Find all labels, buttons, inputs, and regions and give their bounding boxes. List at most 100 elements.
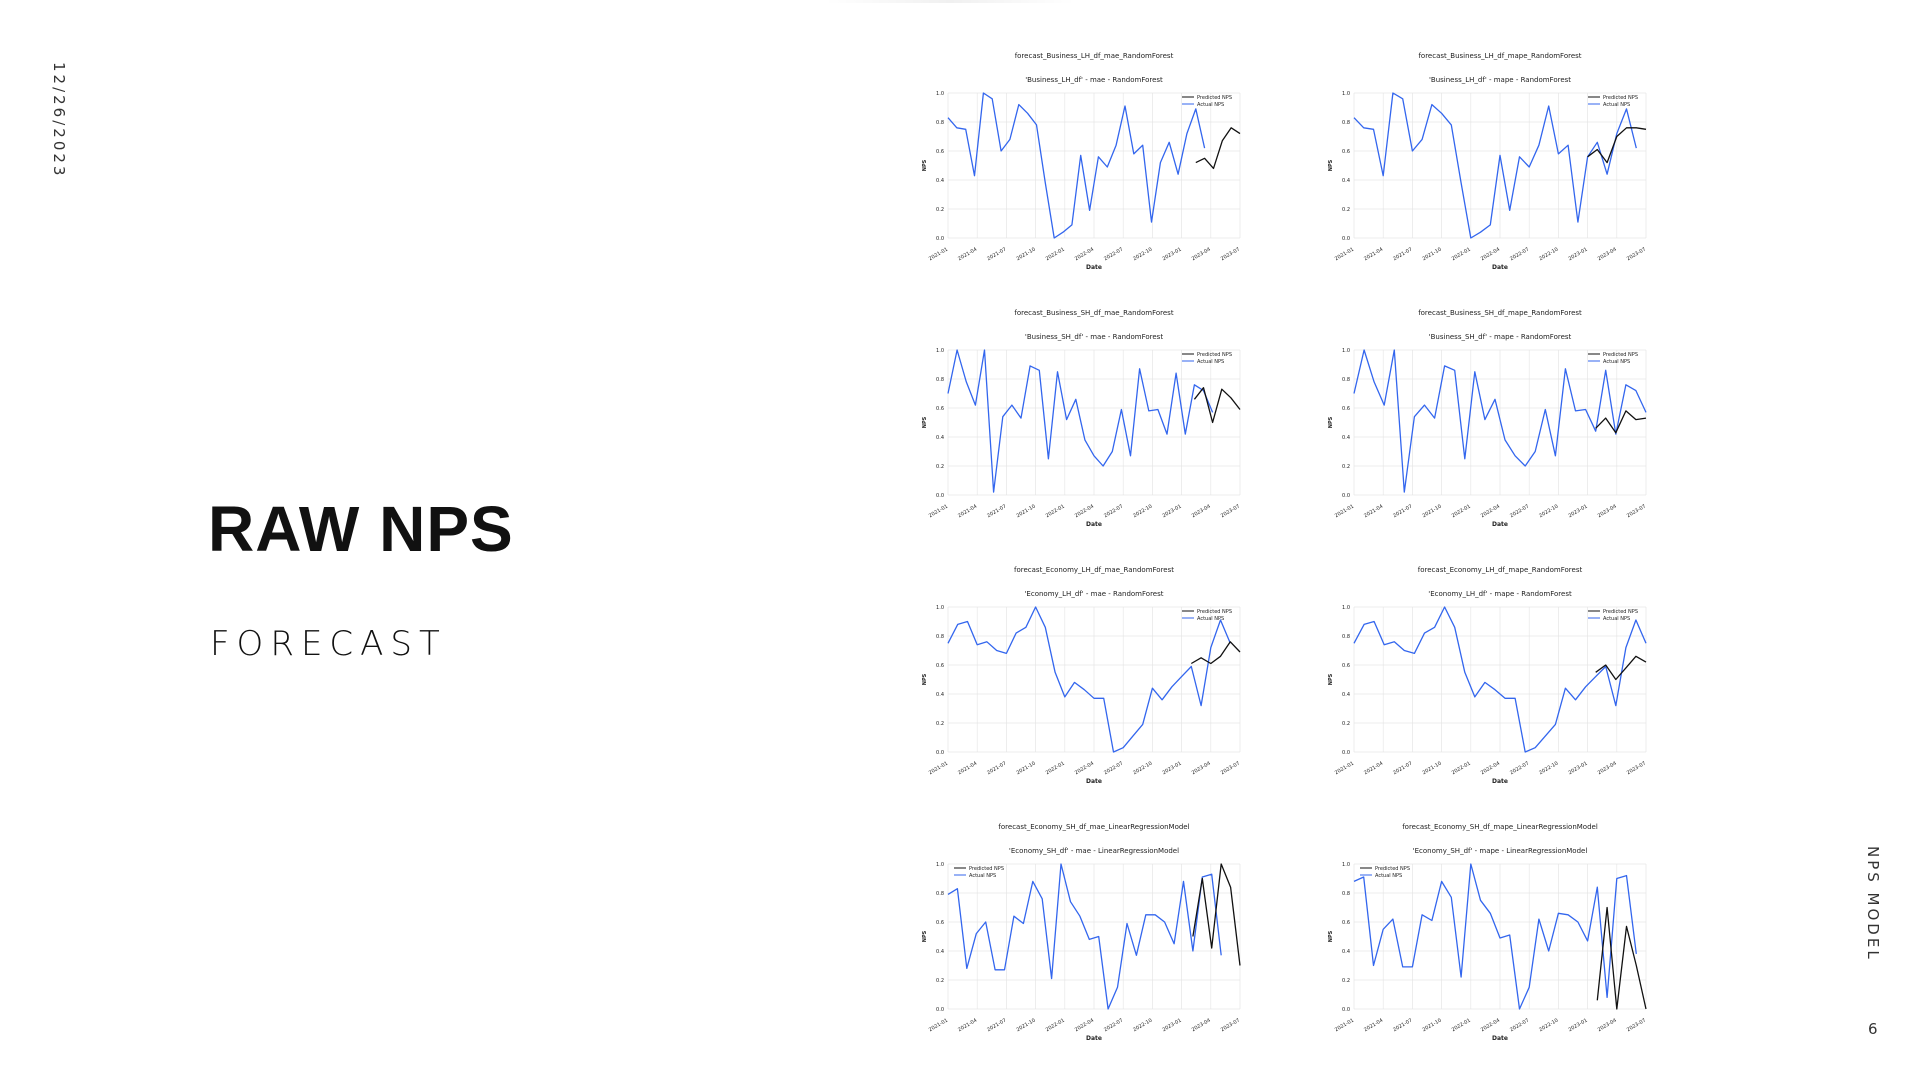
x-tick-label: 2021-10 — [1421, 1018, 1442, 1034]
y-tick-label: 0.4 — [1342, 949, 1350, 955]
y-tick-label: 0.6 — [1342, 149, 1350, 155]
x-tick-label: 2021-07 — [1392, 1018, 1413, 1034]
y-tick-label: 0.2 — [1342, 464, 1350, 470]
y-tick-label: 0.6 — [936, 920, 944, 926]
y-tick-label: 0.8 — [1342, 377, 1350, 383]
x-tick-label: 2021-07 — [1392, 504, 1413, 520]
x-tick-label: 2021-07 — [986, 504, 1007, 520]
y-tick-label: 0.2 — [1342, 721, 1350, 727]
x-tick-label: 2023-04 — [1597, 1018, 1618, 1034]
y-tick-label: 0.4 — [1342, 692, 1350, 698]
x-tick-label: 2022-10 — [1538, 761, 1559, 777]
x-tick-label: 2021-01 — [1334, 761, 1355, 777]
x-tick-label: 2021-07 — [1392, 247, 1413, 263]
x-tick-label: 2023-04 — [1191, 761, 1212, 777]
y-tick-label: 0.0 — [936, 236, 944, 242]
y-axis-label: NPS — [922, 159, 928, 171]
x-tick-label: 2021-01 — [1334, 247, 1355, 263]
x-axis-label: Date — [1492, 264, 1508, 271]
predicted-nps-line — [1595, 655, 1647, 681]
chart-subtitle: 'Business_LH_df' - mape - RandomForest — [1429, 76, 1571, 84]
x-tick-label: 2023-07 — [1626, 247, 1647, 263]
y-axis-label: NPS — [922, 416, 928, 428]
forecast-chart-3: forecast_Business_SH_df_mae_RandomForest… — [900, 305, 1260, 543]
y-tick-label: 1.0 — [936, 91, 944, 97]
slide-footer: NPS MODEL — [1864, 846, 1882, 962]
x-tick-label: 2022-01 — [1451, 504, 1472, 520]
chart-subtitle: 'Business_LH_df' - mae - RandomForest — [1025, 76, 1163, 84]
predicted-nps-line — [1587, 127, 1647, 164]
y-tick-label: 0.4 — [1342, 178, 1350, 184]
x-tick-label: 2021-01 — [928, 247, 949, 263]
x-tick-label: 2021-07 — [1392, 761, 1413, 777]
y-tick-label: 0.0 — [1342, 236, 1350, 242]
x-tick-label: 2022-01 — [1451, 1018, 1472, 1034]
x-tick-label: 2022-10 — [1132, 761, 1153, 777]
y-tick-label: 0.2 — [936, 464, 944, 470]
chart-subtitle: 'Economy_LH_df' - mape - RandomForest — [1428, 590, 1572, 598]
y-tick-label: 0.0 — [1342, 493, 1350, 499]
x-tick-label: 2022-04 — [1074, 1018, 1095, 1034]
x-tick-label: 2021-04 — [957, 247, 978, 263]
actual-nps-line — [947, 606, 1231, 753]
x-tick-label: 2022-07 — [1509, 247, 1530, 263]
actual-nps-line — [1353, 606, 1647, 753]
x-tick-label: 2022-10 — [1132, 1018, 1153, 1034]
x-tick-label: 2021-01 — [1334, 504, 1355, 520]
slide-title: RAW NPS — [208, 493, 514, 565]
chart-svg: forecast_Business_LH_df_mae_RandomForest… — [922, 52, 1241, 271]
y-axis-label: NPS — [922, 673, 928, 685]
legend-label: Actual NPS — [1603, 102, 1630, 108]
y-tick-label: 1.0 — [1342, 862, 1350, 868]
y-tick-label: 0.4 — [936, 692, 944, 698]
forecast-chart-1: forecast_Business_LH_df_mae_RandomForest… — [900, 48, 1260, 286]
chart-title: forecast_Economy_SH_df_mae_LinearRegress… — [998, 823, 1189, 831]
y-tick-label: 0.0 — [1342, 750, 1350, 756]
x-tick-label: 2022-07 — [1509, 1018, 1530, 1034]
y-tick-label: 0.8 — [1342, 634, 1350, 640]
x-tick-label: 2021-04 — [1363, 247, 1384, 263]
x-tick-label: 2023-07 — [1220, 1018, 1241, 1034]
x-tick-label: 2021-10 — [1421, 247, 1442, 263]
x-tick-label: 2023-04 — [1191, 504, 1212, 520]
actual-nps-line — [947, 349, 1214, 493]
y-tick-label: 0.8 — [936, 120, 944, 126]
x-tick-label: 2021-07 — [986, 1018, 1007, 1034]
legend-label: Actual NPS — [1197, 616, 1224, 622]
chart-title: forecast_Business_SH_df_mae_RandomForest — [1014, 309, 1173, 317]
x-tick-label: 2022-10 — [1132, 247, 1153, 263]
chart-title: forecast_Economy_SH_df_mape_LinearRegres… — [1402, 823, 1598, 831]
y-tick-label: 0.0 — [936, 493, 944, 499]
actual-nps-line — [1353, 92, 1637, 239]
legend-label: Actual NPS — [1603, 359, 1630, 365]
legend-label: Predicted NPS — [1603, 352, 1638, 358]
x-tick-label: 2022-01 — [1045, 1018, 1066, 1034]
y-tick-label: 0.2 — [936, 978, 944, 984]
x-tick-label: 2022-10 — [1538, 1018, 1559, 1034]
chart-title: forecast_Economy_LH_df_mape_RandomForest — [1418, 566, 1583, 574]
y-axis-label: NPS — [1328, 930, 1334, 942]
x-tick-label: 2021-10 — [1421, 504, 1442, 520]
x-tick-label: 2023-04 — [1597, 761, 1618, 777]
y-tick-label: 0.6 — [936, 406, 944, 412]
predicted-nps-line — [1193, 387, 1241, 424]
x-tick-label: 2023-01 — [1567, 761, 1588, 777]
x-tick-label: 2022-04 — [1480, 1018, 1501, 1034]
x-tick-label: 2023-07 — [1220, 504, 1241, 520]
x-tick-label: 2023-04 — [1597, 247, 1618, 263]
x-tick-label: 2021-10 — [1421, 761, 1442, 777]
y-axis-label: NPS — [922, 930, 928, 942]
actual-nps-line — [1353, 349, 1647, 493]
x-axis-label: Date — [1086, 778, 1102, 785]
actual-nps-line — [947, 863, 1222, 1010]
chart-title: forecast_Business_SH_df_mape_RandomFores… — [1418, 309, 1582, 317]
x-axis-label: Date — [1492, 1035, 1508, 1042]
x-tick-label: 2023-01 — [1567, 1018, 1588, 1034]
x-axis-label: Date — [1086, 264, 1102, 271]
y-tick-label: 0.8 — [936, 891, 944, 897]
y-tick-label: 1.0 — [936, 862, 944, 868]
y-tick-label: 0.8 — [1342, 120, 1350, 126]
x-tick-label: 2021-10 — [1015, 761, 1036, 777]
x-tick-label: 2022-01 — [1045, 504, 1066, 520]
y-tick-label: 0.6 — [936, 663, 944, 669]
